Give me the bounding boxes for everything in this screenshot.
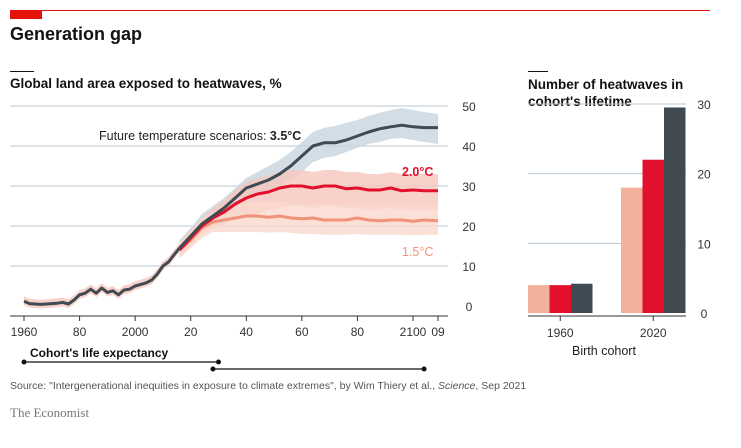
scenario-annotation: Future temperature scenarios: 3.5°C [99,129,301,143]
series-line [178,214,439,252]
life-expectancy-end-dot [215,359,221,365]
bar [549,285,571,313]
brand-tag [10,10,42,19]
source-suffix: , Sep 2021 [475,380,527,392]
life-expectancy-end-dot [421,366,427,372]
bar-chart-title: Number of heatwaves in cohort's lifetime [528,77,684,109]
bar [642,159,664,313]
bar [571,283,593,313]
x-tick-label: 20 [184,325,198,339]
x-tick-label: 2000 [122,325,149,339]
x-tick-label: 2020 [640,326,667,340]
x-tick-label: 80 [73,325,87,339]
bar [528,285,550,313]
y-tick-label: 30 [697,98,711,112]
x-tick-label: 80 [351,325,365,339]
y-tick-label: 30 [462,180,476,194]
annotation-prefix: Future temperature scenarios: [99,129,270,143]
line-chart-title: Global land area exposed to heatwaves, % [10,76,282,91]
y-tick-label: 0 [466,300,473,314]
series-line [178,123,438,250]
page-title: Generation gap [10,24,143,44]
y-tick-label: 20 [697,168,711,182]
x-tick-label: 1960 [547,326,574,340]
series-line [178,184,438,252]
x-tick-label: 40 [240,325,254,339]
header-rule [10,10,710,11]
uncertainty-band [179,108,438,256]
y-tick-label: 10 [462,260,476,274]
life-expectancy-label: Cohort's life expectancy [30,346,169,360]
series-label-3-5: 3.5°C [270,129,301,143]
series-label-1-5: 1.5°C [402,245,433,259]
x-tick-label: 2100 [400,325,427,339]
source-prefix: Source: "Intergenerational inequities in… [10,380,439,392]
life-expectancy-start-dot [21,359,27,365]
bar-chart: 0 10 20 30 1960 2020 Birth cohort [528,98,711,358]
line-chart-title-rule [10,71,34,72]
y-tick-label: 0 [701,307,708,321]
y-tick-label: 10 [697,237,711,251]
bar [621,187,643,313]
x-axis-label: Birth cohort [572,344,636,358]
x-tick-label: 1960 [11,325,38,339]
bar [664,107,686,313]
bar-chart-title-rule [528,71,548,72]
line-chart: 0 10 20 30 40 50 1960 80 2000 20 40 60 80 2100 09 Futur… [10,100,476,372]
x-tick-label: 09 [431,325,445,339]
historical-line [23,247,181,306]
source-journal: Science [438,380,476,392]
life-expectancy-start-dot [210,366,216,372]
historical-band [24,243,180,309]
y-tick-label: 20 [462,220,476,234]
source-note: Source: "Intergenerational inequities in… [10,380,526,392]
y-tick-label: 50 [462,100,476,114]
uncertainty-band [179,170,438,258]
series-label-2-0: 2.0°C [402,165,433,179]
y-tick-label: 40 [462,140,476,154]
brand-logo: The Economist [10,405,90,420]
x-tick-label: 60 [295,325,309,339]
